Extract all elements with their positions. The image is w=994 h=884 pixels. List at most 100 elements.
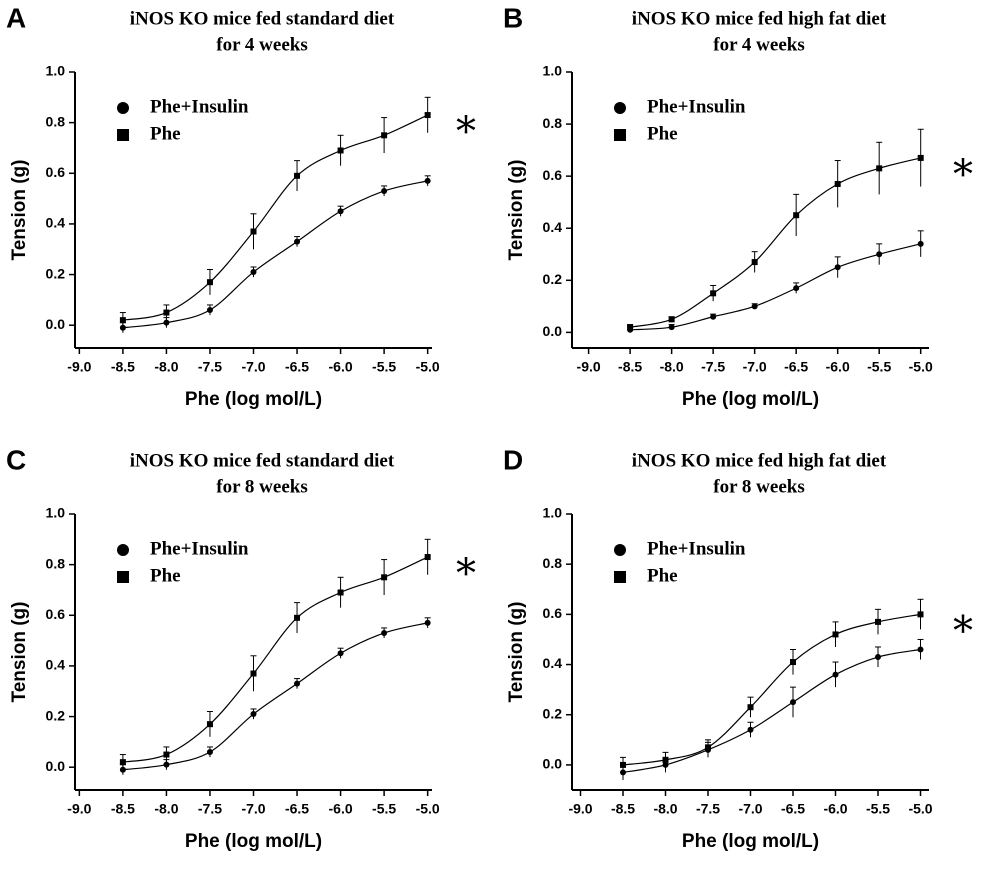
chart-title: for 8 weeks xyxy=(713,476,804,497)
panel-letter: D xyxy=(503,444,523,475)
data-point xyxy=(662,756,669,763)
y-tick-label: 0.6 xyxy=(46,606,66,622)
data-point xyxy=(424,177,431,184)
fit-curve xyxy=(622,648,921,774)
x-tick-label: -5.5 xyxy=(866,801,890,817)
data-point xyxy=(876,251,883,258)
data-point xyxy=(337,650,344,657)
data-point xyxy=(424,554,431,561)
y-tick-label: 0.8 xyxy=(543,115,563,131)
panel-letter: B xyxy=(503,2,523,33)
significance-marker: * xyxy=(953,608,973,654)
legend-label: Phe xyxy=(150,565,181,586)
data-point xyxy=(710,290,717,297)
x-axis-label: Phe (log mol/L) xyxy=(185,389,322,410)
y-tick-label: 0.4 xyxy=(543,655,563,671)
legend-label: Phe xyxy=(150,123,181,144)
x-tick-label: -8.0 xyxy=(660,359,684,375)
data-point xyxy=(250,228,257,235)
y-tick-label: 0.0 xyxy=(46,316,66,332)
fit-curve xyxy=(122,180,428,329)
x-axis-label: Phe (log mol/L) xyxy=(185,831,322,852)
y-tick-label: 0.2 xyxy=(46,707,66,723)
chart-title: for 4 weeks xyxy=(216,34,307,55)
chart-title: for 4 weeks xyxy=(713,34,804,55)
y-tick-label: 0.8 xyxy=(543,555,563,571)
x-tick-label: -5.0 xyxy=(908,801,932,817)
data-point xyxy=(627,324,634,331)
legend-label: Phe xyxy=(647,565,678,586)
y-tick-label: 0.4 xyxy=(46,657,66,673)
data-point xyxy=(875,618,881,625)
legend-marker xyxy=(614,129,626,141)
chart-title: iNOS KO mice fed standard diet xyxy=(130,8,395,29)
x-tick-label: -5.5 xyxy=(372,801,396,817)
x-tick-label: -6.0 xyxy=(329,359,353,375)
data-point xyxy=(381,630,388,637)
data-point xyxy=(620,761,626,768)
data-point xyxy=(163,309,170,316)
legend-label: Phe+Insulin xyxy=(150,538,249,559)
data-point xyxy=(337,589,344,596)
x-tick-label: -9.0 xyxy=(577,359,601,375)
x-tick-label: -6.5 xyxy=(781,801,805,817)
data-point xyxy=(337,147,344,154)
significance-marker: * xyxy=(953,152,973,198)
y-tick-label: 0.0 xyxy=(543,323,563,339)
x-tick-label: -6.5 xyxy=(285,801,309,817)
data-point xyxy=(793,285,800,292)
x-tick-label: -8.0 xyxy=(154,801,178,817)
x-tick-label: -7.5 xyxy=(198,359,222,375)
x-tick-label: -8.0 xyxy=(653,801,677,817)
x-tick-label: -6.0 xyxy=(823,801,847,817)
y-tick-label: 0.4 xyxy=(543,219,563,235)
data-point xyxy=(751,303,758,310)
y-tick-label: 0.6 xyxy=(543,605,563,621)
data-point xyxy=(832,631,839,638)
x-tick-label: -8.5 xyxy=(611,801,635,817)
x-tick-label: -7.5 xyxy=(701,359,725,375)
data-point xyxy=(163,751,170,758)
data-point xyxy=(206,749,213,756)
x-tick-label: -5.0 xyxy=(416,359,440,375)
legend-marker xyxy=(117,102,129,114)
data-point xyxy=(381,132,388,139)
data-point xyxy=(834,180,841,187)
data-point xyxy=(747,704,754,711)
data-point xyxy=(206,279,213,286)
data-point xyxy=(790,699,796,706)
y-tick-label: 0.8 xyxy=(46,555,66,571)
x-tick-label: -6.0 xyxy=(826,359,850,375)
x-tick-label: -8.0 xyxy=(154,359,178,375)
x-tick-label: -6.5 xyxy=(285,359,309,375)
data-point xyxy=(424,112,431,119)
data-point xyxy=(834,264,841,271)
significance-marker: * xyxy=(456,109,476,155)
data-point xyxy=(705,744,711,751)
data-point xyxy=(337,208,344,215)
fit-curve xyxy=(122,622,428,771)
data-point xyxy=(119,317,126,324)
chart-title: iNOS KO mice fed standard diet xyxy=(130,450,395,471)
data-point xyxy=(793,212,800,219)
fit-curve xyxy=(122,114,428,321)
x-tick-label: -8.5 xyxy=(111,801,135,817)
y-tick-label: 0.2 xyxy=(543,271,563,287)
panel-letter: C xyxy=(6,444,26,475)
panel-letter: A xyxy=(6,2,26,33)
x-axis-label: Phe (log mol/L) xyxy=(682,831,819,852)
y-tick-label: 1.0 xyxy=(543,505,563,521)
data-point xyxy=(917,646,924,653)
x-tick-label: -5.0 xyxy=(909,359,933,375)
y-tick-label: 1.0 xyxy=(46,63,66,79)
x-tick-label: -9.0 xyxy=(67,801,91,817)
x-tick-label: -7.5 xyxy=(198,801,222,817)
fit-curve xyxy=(122,556,428,763)
legend-marker xyxy=(117,571,129,583)
data-point xyxy=(875,654,881,661)
x-tick-label: -9.0 xyxy=(67,359,91,375)
data-point xyxy=(917,611,924,618)
